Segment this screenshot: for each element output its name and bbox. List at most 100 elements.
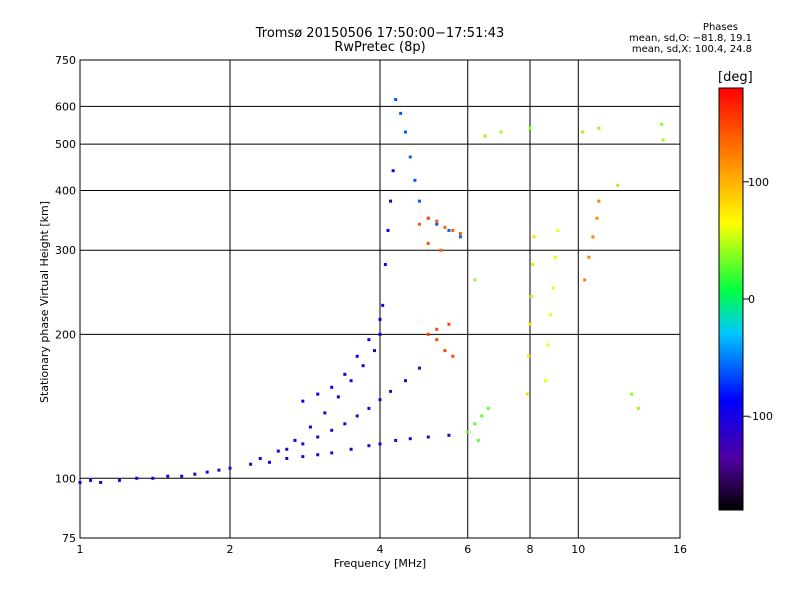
data-point xyxy=(180,474,184,478)
data-point xyxy=(217,468,221,472)
data-point xyxy=(451,354,455,358)
y-tick-label: 75 xyxy=(62,532,76,545)
data-point xyxy=(499,130,503,134)
data-point xyxy=(135,476,139,480)
data-point xyxy=(435,222,439,226)
data-point xyxy=(439,248,443,252)
data-point xyxy=(587,255,591,259)
stats-o-mode: mean, sd,O: −81.8, 19.1 xyxy=(629,33,752,44)
stats-x-mode: mean, sd,X: 100.4, 24.8 xyxy=(631,44,752,55)
data-point xyxy=(343,372,347,376)
data-point xyxy=(316,435,320,439)
data-point xyxy=(525,392,529,396)
colorbar xyxy=(718,87,744,511)
data-point xyxy=(367,406,371,410)
data-point xyxy=(316,453,320,457)
data-point xyxy=(408,437,412,441)
data-point xyxy=(529,295,533,299)
x-tick-label: 1 xyxy=(77,543,84,556)
data-point xyxy=(458,232,462,236)
data-point xyxy=(435,327,439,331)
y-tick-label: 750 xyxy=(55,54,76,67)
data-point xyxy=(661,138,665,142)
data-point xyxy=(285,456,289,460)
data-point xyxy=(389,199,393,203)
data-point xyxy=(597,199,601,203)
y-axis-ticks: 75 100 200 300 400 500 600 750 xyxy=(55,54,76,545)
data-point xyxy=(378,442,382,446)
data-point xyxy=(447,228,451,232)
data-point xyxy=(367,444,371,448)
data-point xyxy=(205,470,209,474)
data-point xyxy=(228,466,232,470)
data-point xyxy=(528,322,532,326)
data-point xyxy=(466,430,470,434)
data-point xyxy=(435,219,439,223)
data-point xyxy=(381,303,385,307)
data-point xyxy=(378,317,382,321)
data-point xyxy=(630,392,634,396)
x-tick-label: 10 xyxy=(571,543,585,556)
data-point xyxy=(301,399,305,403)
data-point xyxy=(285,447,289,451)
x-tick-label: 2 xyxy=(227,543,234,556)
data-point xyxy=(476,438,480,442)
data-point xyxy=(336,395,340,399)
data-point xyxy=(480,414,484,418)
chart-subtitle: RwPretec (8p) xyxy=(334,40,426,55)
data-point xyxy=(378,332,382,336)
data-point xyxy=(117,478,121,482)
data-point xyxy=(408,155,412,159)
y-tick-label: 500 xyxy=(55,138,76,151)
data-point xyxy=(394,438,398,442)
data-point xyxy=(99,480,103,484)
data-point xyxy=(323,411,327,415)
data-point xyxy=(483,134,487,138)
data-point xyxy=(544,379,548,383)
data-point xyxy=(193,472,197,476)
x-tick-label: 16 xyxy=(673,543,687,556)
data-point xyxy=(417,199,421,203)
data-point xyxy=(267,460,271,464)
data-point xyxy=(583,278,587,282)
data-point xyxy=(597,126,601,130)
data-point xyxy=(473,278,477,282)
data-point xyxy=(394,98,398,102)
data-point xyxy=(361,364,365,368)
data-point xyxy=(532,235,536,239)
data-point xyxy=(636,406,640,410)
data-point xyxy=(391,169,395,173)
data-point xyxy=(553,255,557,259)
data-point xyxy=(316,392,320,396)
y-tick-label: 600 xyxy=(55,100,76,113)
data-point xyxy=(403,379,407,383)
x-axis-label: Frequency [MHz] xyxy=(334,557,426,570)
data-point xyxy=(435,338,439,342)
data-point xyxy=(330,451,334,455)
data-point xyxy=(426,332,430,336)
data-point xyxy=(355,354,359,358)
data-point xyxy=(458,235,462,239)
data-point xyxy=(258,456,262,460)
data-point xyxy=(595,216,599,220)
x-tick-label: 6 xyxy=(464,543,471,556)
data-point xyxy=(403,130,407,134)
data-point xyxy=(417,222,421,226)
data-point xyxy=(556,228,560,232)
x-tick-label: 8 xyxy=(527,543,534,556)
data-point xyxy=(349,447,353,451)
data-point xyxy=(426,435,430,439)
data-point xyxy=(426,241,430,245)
data-point xyxy=(413,178,417,182)
data-point xyxy=(151,476,155,480)
data-point xyxy=(549,313,553,317)
data-point xyxy=(355,414,359,418)
y-axis-label: Stationary phase Virtual Height [km] xyxy=(38,201,51,403)
data-points xyxy=(78,98,665,484)
chart-title: Tromsø 20150506 17:50:00−17:51:43 xyxy=(255,26,505,41)
data-point xyxy=(383,263,387,267)
y-tick-label: 200 xyxy=(55,328,76,341)
data-point xyxy=(660,122,664,126)
data-point xyxy=(473,422,477,426)
